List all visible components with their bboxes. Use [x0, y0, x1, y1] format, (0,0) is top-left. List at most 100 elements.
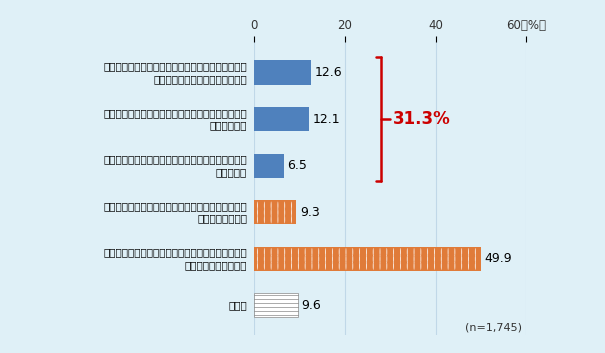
- Circle shape: [434, 248, 435, 256]
- Circle shape: [284, 202, 285, 210]
- Circle shape: [305, 262, 306, 270]
- Bar: [254, 154, 284, 178]
- Text: 12.6: 12.6: [315, 66, 342, 79]
- Text: 6.5: 6.5: [287, 159, 307, 172]
- Circle shape: [264, 248, 265, 256]
- Circle shape: [475, 248, 476, 256]
- Circle shape: [352, 255, 353, 263]
- Circle shape: [284, 248, 285, 256]
- Circle shape: [441, 262, 442, 270]
- Circle shape: [298, 255, 299, 263]
- Text: 12.1: 12.1: [313, 113, 340, 126]
- Circle shape: [257, 255, 258, 263]
- Circle shape: [325, 248, 326, 256]
- Circle shape: [264, 202, 265, 210]
- Circle shape: [270, 262, 272, 270]
- Circle shape: [454, 255, 456, 263]
- Circle shape: [475, 262, 476, 270]
- Circle shape: [468, 262, 469, 270]
- Circle shape: [284, 255, 285, 263]
- Circle shape: [325, 255, 326, 263]
- Text: (n=1,745): (n=1,745): [465, 322, 522, 332]
- Circle shape: [393, 248, 394, 256]
- Circle shape: [359, 255, 360, 263]
- Circle shape: [318, 255, 319, 263]
- Circle shape: [373, 262, 374, 270]
- Circle shape: [379, 262, 381, 270]
- Bar: [254, 60, 311, 85]
- Circle shape: [407, 262, 408, 270]
- Circle shape: [298, 262, 299, 270]
- Circle shape: [359, 248, 360, 256]
- Circle shape: [427, 248, 428, 256]
- Text: 31.3%: 31.3%: [393, 110, 450, 128]
- Circle shape: [461, 262, 462, 270]
- Bar: [254, 246, 480, 271]
- Circle shape: [454, 262, 456, 270]
- Bar: [254, 107, 309, 131]
- Circle shape: [257, 208, 258, 216]
- Text: 9.6: 9.6: [301, 299, 321, 312]
- Circle shape: [270, 202, 272, 210]
- Text: 49.9: 49.9: [484, 252, 512, 265]
- Circle shape: [257, 202, 258, 210]
- Circle shape: [318, 262, 319, 270]
- Circle shape: [366, 248, 367, 256]
- Circle shape: [270, 215, 272, 223]
- Circle shape: [264, 255, 265, 263]
- Circle shape: [379, 248, 381, 256]
- Circle shape: [434, 262, 435, 270]
- Circle shape: [332, 262, 333, 270]
- Circle shape: [373, 248, 374, 256]
- Circle shape: [366, 262, 367, 270]
- Circle shape: [270, 255, 272, 263]
- Circle shape: [291, 208, 292, 216]
- Circle shape: [407, 255, 408, 263]
- Circle shape: [264, 262, 265, 270]
- Circle shape: [332, 255, 333, 263]
- Circle shape: [427, 255, 428, 263]
- Circle shape: [284, 208, 285, 216]
- Circle shape: [291, 248, 292, 256]
- Circle shape: [318, 248, 319, 256]
- Circle shape: [345, 262, 347, 270]
- Circle shape: [420, 248, 421, 256]
- Circle shape: [400, 255, 401, 263]
- Circle shape: [270, 248, 272, 256]
- Circle shape: [305, 248, 306, 256]
- Circle shape: [400, 248, 401, 256]
- Circle shape: [420, 255, 421, 263]
- Circle shape: [284, 262, 285, 270]
- Circle shape: [393, 255, 394, 263]
- Circle shape: [434, 255, 435, 263]
- Circle shape: [325, 262, 326, 270]
- Circle shape: [264, 215, 265, 223]
- Circle shape: [257, 248, 258, 256]
- Circle shape: [468, 255, 469, 263]
- Circle shape: [441, 255, 442, 263]
- Circle shape: [291, 215, 292, 223]
- Circle shape: [407, 248, 408, 256]
- Circle shape: [400, 262, 401, 270]
- Circle shape: [298, 248, 299, 256]
- Circle shape: [461, 255, 462, 263]
- Circle shape: [291, 255, 292, 263]
- Circle shape: [257, 215, 258, 223]
- Circle shape: [441, 248, 442, 256]
- Circle shape: [420, 262, 421, 270]
- Circle shape: [264, 208, 265, 216]
- Circle shape: [359, 262, 360, 270]
- Circle shape: [379, 255, 381, 263]
- Circle shape: [257, 262, 258, 270]
- Circle shape: [468, 248, 469, 256]
- Circle shape: [393, 262, 394, 270]
- Circle shape: [345, 248, 347, 256]
- Circle shape: [332, 248, 333, 256]
- Circle shape: [454, 248, 456, 256]
- Circle shape: [352, 262, 353, 270]
- Circle shape: [291, 262, 292, 270]
- Circle shape: [270, 208, 272, 216]
- Circle shape: [366, 255, 367, 263]
- Bar: [254, 293, 298, 317]
- Circle shape: [475, 255, 476, 263]
